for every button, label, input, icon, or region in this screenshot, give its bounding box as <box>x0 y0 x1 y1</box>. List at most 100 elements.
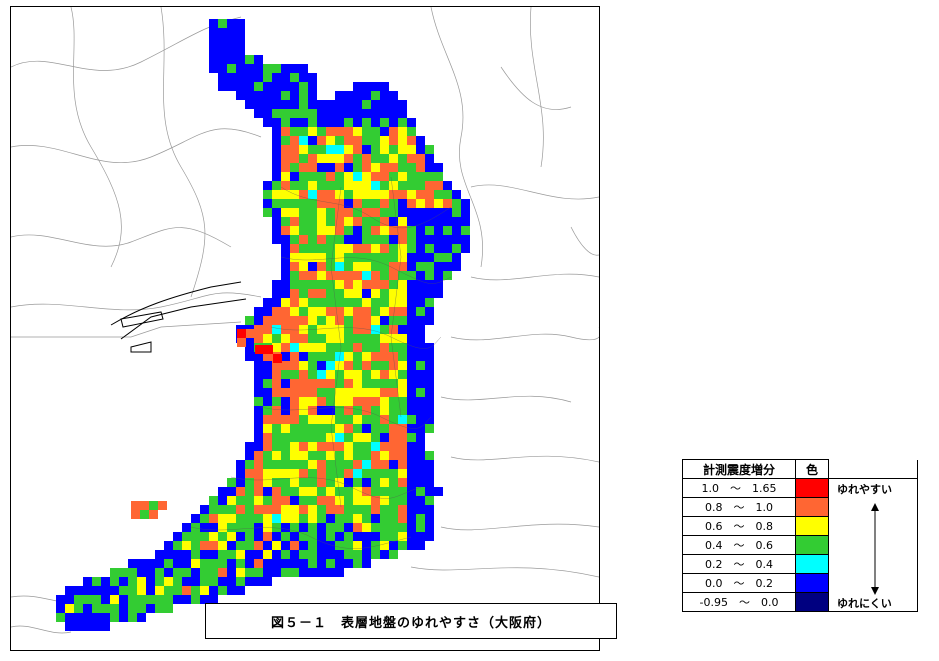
grid-cell <box>200 559 209 568</box>
grid-cell <box>191 586 200 595</box>
legend-table: 計測震度増分 色 1.0 ～ 1.65 ゆれやすい 0.8 ～ 1.0 0.6 … <box>682 459 918 612</box>
grid-cell <box>398 172 407 181</box>
grid-cell <box>254 370 263 379</box>
grid-cell <box>164 550 173 559</box>
grid-cell <box>272 388 281 397</box>
grid-cell <box>326 145 335 154</box>
grid-cell <box>281 343 290 352</box>
grid-cell <box>272 280 281 289</box>
grid-cell <box>335 262 344 271</box>
grid-cell <box>263 406 272 415</box>
grid-cell <box>137 604 146 613</box>
grid-cell <box>335 388 344 397</box>
grid-cell <box>218 559 227 568</box>
grid-cell <box>290 235 299 244</box>
grid-cell <box>335 307 344 316</box>
grid-cell <box>398 352 407 361</box>
grid-cell <box>407 496 416 505</box>
grid-cell <box>308 316 317 325</box>
grid-cell <box>452 235 461 244</box>
grid-cell <box>353 388 362 397</box>
grid-cell <box>398 217 407 226</box>
grid-cell <box>380 406 389 415</box>
legend-range: 0.0 ～ 0.2 <box>682 573 796 593</box>
grid-cell <box>380 550 389 559</box>
grid-cell <box>335 406 344 415</box>
grid-cell <box>398 523 407 532</box>
grid-cell <box>317 316 326 325</box>
grid-cell <box>443 190 452 199</box>
grid-cell <box>335 523 344 532</box>
grid-cell <box>407 271 416 280</box>
grid-cell <box>290 217 299 226</box>
grid-cell <box>398 280 407 289</box>
grid-cell <box>362 433 371 442</box>
grid-cell <box>254 352 263 361</box>
grid-cell <box>335 109 344 118</box>
grid-cell <box>209 568 218 577</box>
grid-cell <box>236 523 245 532</box>
grid-cell <box>344 424 353 433</box>
grid-cell <box>371 442 380 451</box>
grid-cell <box>335 100 344 109</box>
legend-note-bottom: ゆれにくい <box>837 596 892 610</box>
grid-cell <box>353 181 362 190</box>
grid-cell <box>335 217 344 226</box>
grid-cell <box>290 289 299 298</box>
grid-cell <box>344 523 353 532</box>
grid-cell <box>299 271 308 280</box>
legend-header-color: 色 <box>795 459 829 479</box>
grid-cell <box>281 379 290 388</box>
grid-cell <box>335 424 344 433</box>
grid-cell <box>362 145 371 154</box>
grid-cell <box>344 559 353 568</box>
grid-cell <box>380 181 389 190</box>
grid-cell <box>308 262 317 271</box>
grid-cell <box>263 577 272 586</box>
grid-cell <box>398 271 407 280</box>
grid-cell <box>407 190 416 199</box>
grid-cell <box>353 361 362 370</box>
grid-cell <box>425 154 434 163</box>
grid-cell <box>326 325 335 334</box>
grid-cell <box>362 82 371 91</box>
grid-cell <box>272 235 281 244</box>
grid-cell <box>101 604 110 613</box>
grid-cell <box>155 586 164 595</box>
grid-cell <box>344 478 353 487</box>
grid-cell <box>380 496 389 505</box>
grid-cell <box>335 298 344 307</box>
grid-cell <box>452 217 461 226</box>
grid-cell <box>416 478 425 487</box>
grid-cell <box>245 541 254 550</box>
grid-cell <box>416 298 425 307</box>
grid-cell <box>299 541 308 550</box>
grid-cell <box>326 487 335 496</box>
grid-cell <box>308 109 317 118</box>
grid-cell <box>272 559 281 568</box>
grid-cell <box>218 19 227 28</box>
grid-cell <box>452 208 461 217</box>
grid-cell <box>263 109 272 118</box>
grid-cell <box>281 136 290 145</box>
grid-cell <box>362 370 371 379</box>
grid-cell <box>245 460 254 469</box>
grid-cell <box>326 523 335 532</box>
grid-cell <box>380 289 389 298</box>
legend-swatch <box>795 478 829 498</box>
grid-cell <box>245 100 254 109</box>
grid-cell <box>236 460 245 469</box>
legend-note-cell: ゆれにくい <box>828 592 918 612</box>
grid-cell <box>263 541 272 550</box>
grid-cell <box>353 262 362 271</box>
grid-cell <box>272 298 281 307</box>
grid-cell <box>254 451 263 460</box>
grid-cell <box>389 136 398 145</box>
grid-cell <box>272 73 281 82</box>
grid-cell <box>326 307 335 316</box>
grid-cell <box>317 343 326 352</box>
grid-cell <box>380 442 389 451</box>
grid-cell <box>263 298 272 307</box>
grid-cell <box>326 568 335 577</box>
grid-cell <box>326 100 335 109</box>
